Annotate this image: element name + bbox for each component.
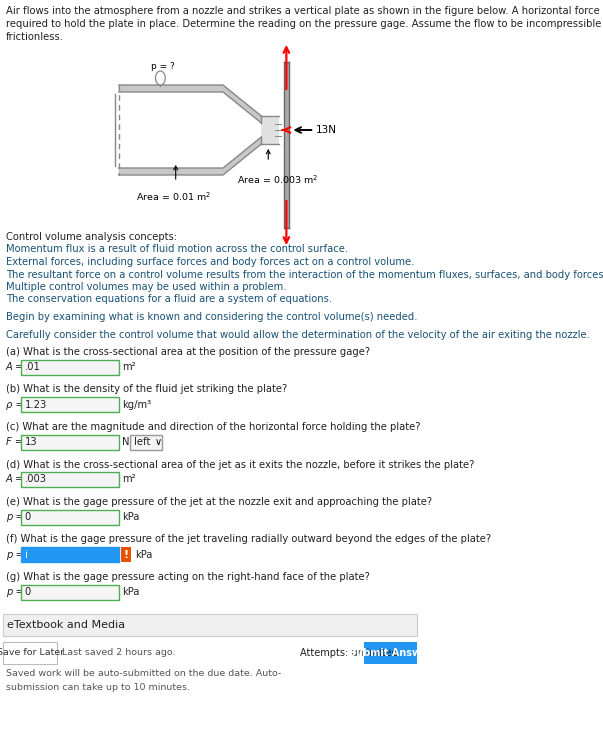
Text: 0: 0 bbox=[25, 587, 31, 597]
Text: (d) What is the cross-sectional area of the jet as it exits the nozzle, before i: (d) What is the cross-sectional area of … bbox=[6, 459, 474, 469]
Text: 13N: 13N bbox=[315, 125, 336, 135]
Text: Momentum flux is a result of fluid motion across the control surface.: Momentum flux is a result of fluid motio… bbox=[6, 244, 348, 254]
Text: (c) What are the magnitude and direction of the horizontal force holding the pla: (c) What are the magnitude and direction… bbox=[6, 422, 420, 432]
Text: Multiple control volumes may be used within a problem.: Multiple control volumes may be used wit… bbox=[6, 282, 286, 292]
Text: required to hold the plate in place. Determine the reading on the pressure gage.: required to hold the plate in place. Det… bbox=[6, 19, 603, 29]
Text: (b) What is the density of the fluid jet striking the plate?: (b) What is the density of the fluid jet… bbox=[6, 384, 287, 395]
Text: N: N bbox=[122, 437, 130, 447]
Bar bbox=[364, 641, 417, 663]
Bar bbox=[21, 397, 119, 412]
Text: Attempts: unlimited: Attempts: unlimited bbox=[300, 647, 397, 657]
Text: .01: .01 bbox=[25, 362, 40, 372]
Text: i: i bbox=[25, 550, 28, 559]
Text: The conservation equations for a fluid are a system of equations.: The conservation equations for a fluid a… bbox=[6, 295, 332, 305]
Bar bbox=[121, 547, 131, 562]
Bar bbox=[21, 510, 119, 524]
Bar bbox=[21, 472, 119, 487]
Text: eTextbook and Media: eTextbook and Media bbox=[7, 620, 125, 629]
Polygon shape bbox=[261, 116, 279, 144]
Circle shape bbox=[156, 71, 165, 85]
Polygon shape bbox=[284, 62, 289, 228]
Text: left: left bbox=[134, 437, 150, 447]
Text: F =: F = bbox=[6, 437, 23, 447]
Text: kPa: kPa bbox=[134, 550, 152, 559]
Text: Air flows into the atmosphere from a nozzle and strikes a vertical plate as show: Air flows into the atmosphere from a noz… bbox=[6, 6, 603, 16]
Text: (g) What is the gage pressure acting on the right-hand face of the plate?: (g) What is the gage pressure acting on … bbox=[6, 572, 370, 582]
Text: The resultant force on a control volume results from the interaction of the mome: The resultant force on a control volume … bbox=[6, 269, 603, 280]
Text: m²: m² bbox=[122, 475, 136, 484]
Text: kPa: kPa bbox=[122, 512, 139, 522]
Text: 13: 13 bbox=[25, 437, 37, 447]
Text: kg/m³: kg/m³ bbox=[122, 399, 151, 410]
Text: (e) What is the gage pressure of the jet at the nozzle exit and approaching the : (e) What is the gage pressure of the jet… bbox=[6, 497, 432, 507]
Bar bbox=[21, 359, 119, 374]
Text: Area = 0.003 m$^2$: Area = 0.003 m$^2$ bbox=[237, 173, 318, 186]
Bar bbox=[21, 584, 119, 599]
Text: External forces, including surface forces and body forces act on a control volum: External forces, including surface force… bbox=[6, 257, 414, 267]
Text: 1.23: 1.23 bbox=[25, 399, 47, 410]
Bar bbox=[3, 641, 57, 663]
Text: .003: .003 bbox=[25, 475, 46, 484]
Text: p =: p = bbox=[6, 550, 24, 559]
Text: !: ! bbox=[124, 550, 128, 559]
Text: p = ?: p = ? bbox=[151, 62, 174, 71]
Text: A =: A = bbox=[6, 362, 24, 372]
Text: A =: A = bbox=[6, 475, 24, 484]
Text: p =: p = bbox=[6, 512, 24, 522]
Text: Saved work will be auto-submitted on the due date. Auto-
submission can take up : Saved work will be auto-submitted on the… bbox=[6, 669, 281, 692]
Text: (f) What is the gage pressure of the jet traveling radially outward beyond the e: (f) What is the gage pressure of the jet… bbox=[6, 535, 491, 544]
Text: Control volume analysis concepts:: Control volume analysis concepts: bbox=[6, 232, 177, 242]
Polygon shape bbox=[119, 85, 261, 123]
Bar bbox=[21, 435, 119, 450]
Text: Begin by examining what is known and considering the control volume(s) needed.: Begin by examining what is known and con… bbox=[6, 312, 417, 322]
Text: Carefully consider the control volume that would allow the determination of the : Carefully consider the control volume th… bbox=[6, 329, 590, 339]
Polygon shape bbox=[119, 137, 261, 175]
Text: kPa: kPa bbox=[122, 587, 139, 597]
Text: (a) What is the cross-sectional area at the position of the pressure gage?: (a) What is the cross-sectional area at … bbox=[6, 347, 370, 357]
Text: Save for Later: Save for Later bbox=[0, 648, 64, 657]
Text: Last saved 2 hours ago.: Last saved 2 hours ago. bbox=[62, 648, 175, 657]
Text: p =: p = bbox=[6, 587, 24, 597]
Text: frictionless.: frictionless. bbox=[6, 32, 64, 42]
Text: Submit Answer: Submit Answer bbox=[349, 647, 432, 657]
Bar bbox=[21, 547, 119, 562]
Text: ∨: ∨ bbox=[155, 437, 162, 447]
Text: Area = 0.01 m$^2$: Area = 0.01 m$^2$ bbox=[136, 190, 211, 202]
Bar bbox=[3, 614, 417, 635]
Bar bbox=[130, 435, 162, 450]
Text: m²: m² bbox=[122, 362, 136, 372]
Text: 0: 0 bbox=[25, 512, 31, 522]
Text: ρ =: ρ = bbox=[6, 399, 24, 410]
